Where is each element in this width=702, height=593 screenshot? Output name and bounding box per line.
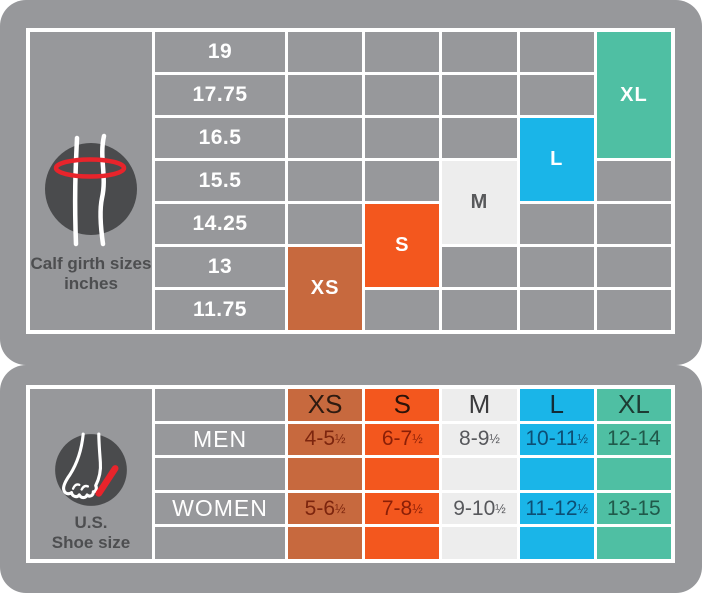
shoe-women-m: 9-10 ½ — [442, 492, 517, 525]
grid-cell-empty — [288, 32, 363, 72]
calf-size-block-xl: XL — [596, 32, 671, 158]
grid-cell-empty — [365, 290, 440, 330]
row-label-men: MEN — [155, 423, 285, 456]
grid-cell-empty — [365, 75, 440, 115]
calf-size-block-l: L — [519, 118, 594, 201]
grid-cell-empty — [442, 290, 517, 330]
row-label-women: WOMEN — [155, 492, 285, 525]
calf-size-block-xs: XS — [288, 247, 363, 330]
grid-cell-empty — [288, 75, 363, 115]
girth-row-13: 13 — [155, 247, 285, 287]
shoe-men-l: 10-11 ½ — [519, 423, 594, 456]
shoe-spacer-l — [519, 527, 594, 559]
girth-row-16-5: 16.5 — [155, 118, 285, 158]
grid-cell-empty — [596, 161, 671, 201]
shoe-header-m: M — [442, 389, 517, 421]
shoe-spacer-l — [519, 458, 594, 490]
grid-cell-empty — [596, 290, 671, 330]
shoe-spacer-xs — [288, 527, 363, 559]
shoe-spacer-xl — [596, 458, 671, 490]
grid-cell-empty — [519, 32, 594, 72]
girth-row-15-5: 15.5 — [155, 161, 285, 201]
grid-cell-empty — [442, 75, 517, 115]
shoe-spacer-m — [442, 458, 517, 490]
grid-cell-empty — [442, 247, 517, 287]
grid-cell-empty — [442, 118, 517, 158]
shoe-size-table: U.S. Shoe size MEN WOMEN XS 4-5 ½ 5-6 ½ S … — [26, 385, 675, 563]
girth-row-19: 19 — [155, 32, 285, 72]
shoe-men-xs: 4-5 ½ — [288, 423, 363, 456]
shoe-header-s: S — [365, 389, 440, 421]
girth-row-17-75: 17.75 — [155, 75, 285, 115]
grid-cell-empty — [519, 247, 594, 287]
shoe-spacer-m — [442, 527, 517, 559]
shoe-spacer-s — [365, 527, 440, 559]
grid-cell-empty — [288, 118, 363, 158]
shoe-spacer-s — [365, 458, 440, 490]
girth-row-14-25: 14.25 — [155, 204, 285, 244]
calf-girth-caption-line2: inches — [64, 273, 118, 293]
grid-cell-empty — [442, 32, 517, 72]
shoe-header-xl: XL — [596, 389, 671, 421]
grid-cell-empty — [365, 161, 440, 201]
shoe-women-l: 11-12 ½ — [519, 492, 594, 525]
grid-cell-empty — [365, 118, 440, 158]
shoe-size-legend: U.S. Shoe size — [30, 389, 152, 559]
shoe-women-xl: 13-15 — [596, 492, 671, 525]
shoe-size-caption-line1: U.S. — [74, 513, 108, 532]
grid-cell-empty — [155, 527, 285, 559]
calf-girth-caption: Calf girth sizes inches — [31, 254, 152, 293]
grid-cell-empty — [596, 247, 671, 287]
grid-cell-empty — [519, 290, 594, 330]
grid-cell-empty — [519, 75, 594, 115]
calf-girth-caption-line1: Calf girth sizes — [30, 254, 152, 273]
calf-size-block-m: M — [442, 161, 517, 244]
shoe-header-xs: XS — [288, 389, 363, 421]
shoe-men-xl: 12-14 — [596, 423, 671, 456]
shoe-size-caption: U.S. Shoe size — [52, 513, 130, 552]
shoe-men-s: 6-7 ½ — [365, 423, 440, 456]
shoe-size-caption-line2: Shoe size — [51, 532, 131, 552]
shoe-spacer-xl — [596, 527, 671, 559]
calf-girth-table: Calf girth sizes inches 19 17.75 16.5 15… — [26, 28, 675, 334]
grid-cell-empty — [365, 32, 440, 72]
calf-girth-measure-icon — [45, 133, 137, 247]
calf-size-block-s: S — [365, 204, 440, 287]
grid-cell-empty — [155, 389, 285, 421]
grid-cell-empty — [288, 161, 363, 201]
girth-row-11-75: 11.75 — [155, 290, 285, 330]
grid-cell-empty — [288, 204, 363, 244]
shoe-women-s: 7-8 ½ — [365, 492, 440, 525]
grid-cell-empty — [596, 204, 671, 244]
shoe-header-l: L — [519, 389, 594, 421]
shoe-women-xs: 5-6 ½ — [288, 492, 363, 525]
grid-cell-empty — [155, 458, 285, 490]
grid-cell-empty — [519, 204, 594, 244]
shoe-men-m: 8-9 ½ — [442, 423, 517, 456]
calf-girth-legend: Calf girth sizes inches — [30, 32, 152, 330]
foot-measure-icon — [55, 432, 127, 506]
shoe-spacer-xs — [288, 458, 363, 490]
